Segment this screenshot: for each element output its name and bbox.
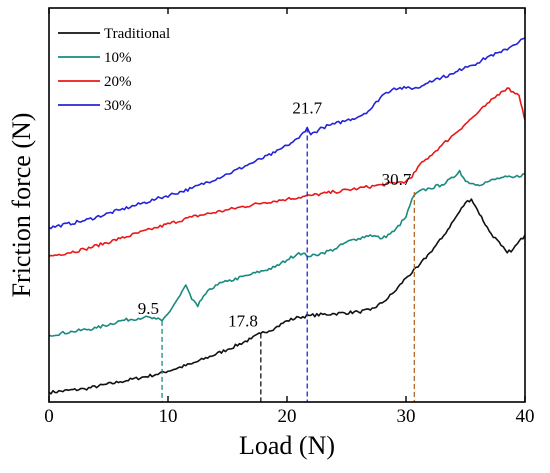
series-line-0: [48, 198, 526, 395]
x-tick-label-3: 30: [397, 406, 416, 427]
x-axis-ticks: 0 10 20 30 40: [44, 8, 535, 427]
series-line-3: [48, 37, 526, 230]
series-layer: [48, 37, 526, 395]
legend-label-0: Traditional: [104, 26, 170, 42]
legend-label-1: 10%: [104, 50, 132, 66]
x-tick-label-0: 0: [44, 406, 54, 427]
legend-label-3: 30%: [104, 98, 132, 114]
annotation-label-2: 21.7: [292, 99, 322, 118]
y-axis-title: Friction force (N): [7, 113, 36, 298]
annotation-label-0: 9.5: [138, 299, 159, 318]
legend: Traditional 10% 20% 30%: [58, 26, 170, 114]
x-tick-label-1: 10: [159, 406, 178, 427]
plot-frame: [48, 7, 526, 403]
series-line-1: [48, 169, 526, 337]
x-tick-label-4: 40: [516, 406, 535, 427]
series-line-2: [48, 87, 526, 258]
annotation-label-1: 17.8: [228, 311, 258, 330]
legend-label-2: 20%: [104, 74, 132, 90]
x-tick-label-2: 20: [278, 406, 297, 427]
annotation-layer: 9.5 17.8 21.7 30.7: [138, 99, 415, 402]
annotation-label-3: 30.7: [382, 170, 412, 189]
x-axis-title: Load (N): [239, 431, 335, 460]
